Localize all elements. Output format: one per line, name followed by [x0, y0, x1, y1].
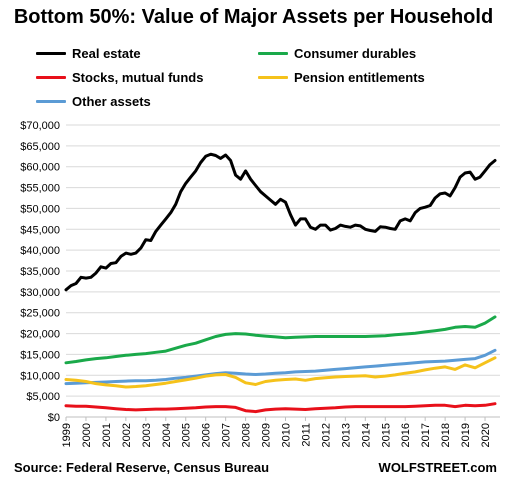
y-tick-label: $65,000: [20, 141, 60, 153]
legend-swatch: [258, 51, 288, 55]
y-tick-label: $50,000: [20, 203, 60, 215]
series-line-pension-entitlements: [64, 356, 497, 389]
series-line-consumer-durables: [64, 315, 497, 365]
y-tick-label: $35,000: [20, 266, 60, 278]
legend-swatch: [36, 75, 66, 79]
legend-swatch: [36, 99, 66, 103]
y-tick-label: $0: [48, 412, 60, 424]
x-tick-label: 2013: [340, 423, 352, 447]
x-tick-label: 2003: [141, 423, 153, 447]
x-tick-label: 2002: [121, 423, 133, 447]
chart-legend: Real estate Consumer durables Stocks, mu…: [0, 0, 507, 120]
x-tick-label: 1999: [61, 423, 73, 447]
y-tick-label: $30,000: [20, 287, 60, 299]
x-tick-label: 2008: [241, 423, 253, 447]
y-tick-label: $10,000: [20, 370, 60, 382]
x-tick-label: 2007: [221, 423, 233, 447]
x-tick-label: 2009: [261, 423, 273, 447]
x-tick-label: 2006: [201, 423, 213, 447]
y-tick-label: $55,000: [20, 183, 60, 195]
y-tick-label: $20,000: [20, 329, 60, 341]
x-tick-label: 2001: [101, 423, 113, 447]
x-tick-label: 2020: [480, 423, 492, 447]
x-tick-label: 2005: [181, 423, 193, 447]
legend-item-pension-entitlements: Pension entitlements: [258, 68, 425, 86]
x-tick-label: 2000: [81, 423, 93, 447]
x-tick-label: 2016: [400, 423, 412, 447]
legend-item-consumer-durables: Consumer durables: [258, 44, 416, 62]
legend-item-real-estate: Real estate: [36, 44, 141, 62]
x-tick-label: 2011: [300, 423, 312, 447]
y-tick-label: $25,000: [20, 308, 60, 320]
legend-item-stocks-mutual-funds: Stocks, mutual funds: [36, 68, 203, 86]
legend-label: Stocks, mutual funds: [72, 69, 204, 85]
x-tick-label: 2015: [380, 423, 392, 447]
x-tick-label: 2017: [420, 423, 432, 447]
x-tick-label: 2019: [460, 423, 472, 447]
series-line-real-estate: [64, 152, 497, 292]
legend-label: Pension entitlements: [294, 69, 425, 85]
series-line-stocks-mutual-funds: [64, 402, 497, 414]
legend-swatch: [258, 75, 288, 79]
legend-item-other-assets: Other assets: [36, 92, 151, 110]
y-tick-label: $60,000: [20, 162, 60, 174]
x-tick-label: 2018: [440, 423, 452, 447]
legend-swatch: [36, 51, 66, 55]
x-tick-label: 2010: [280, 423, 292, 447]
y-tick-label: $40,000: [20, 245, 60, 257]
y-tick-label: $15,000: [20, 349, 60, 361]
x-tick-label: 2014: [360, 423, 372, 447]
brand-watermark: WOLFSTREET.com: [378, 460, 497, 475]
y-tick-label: $45,000: [20, 224, 60, 236]
x-tick-label: 2004: [161, 423, 173, 447]
x-tick-label: 2012: [320, 423, 332, 447]
legend-label: Consumer durables: [294, 45, 417, 61]
legend-label: Other assets: [72, 93, 151, 109]
y-tick-label: $70,000: [20, 120, 60, 132]
chart-title: Bottom 50%: Value of Major Assets per Ho…: [13, 6, 494, 28]
legend-label: Real estate: [72, 45, 141, 61]
source-note: Source: Federal Reserve, Census Bureau: [14, 460, 270, 475]
series-line-other-assets: [64, 348, 497, 386]
y-tick-label: $5,000: [26, 391, 60, 403]
